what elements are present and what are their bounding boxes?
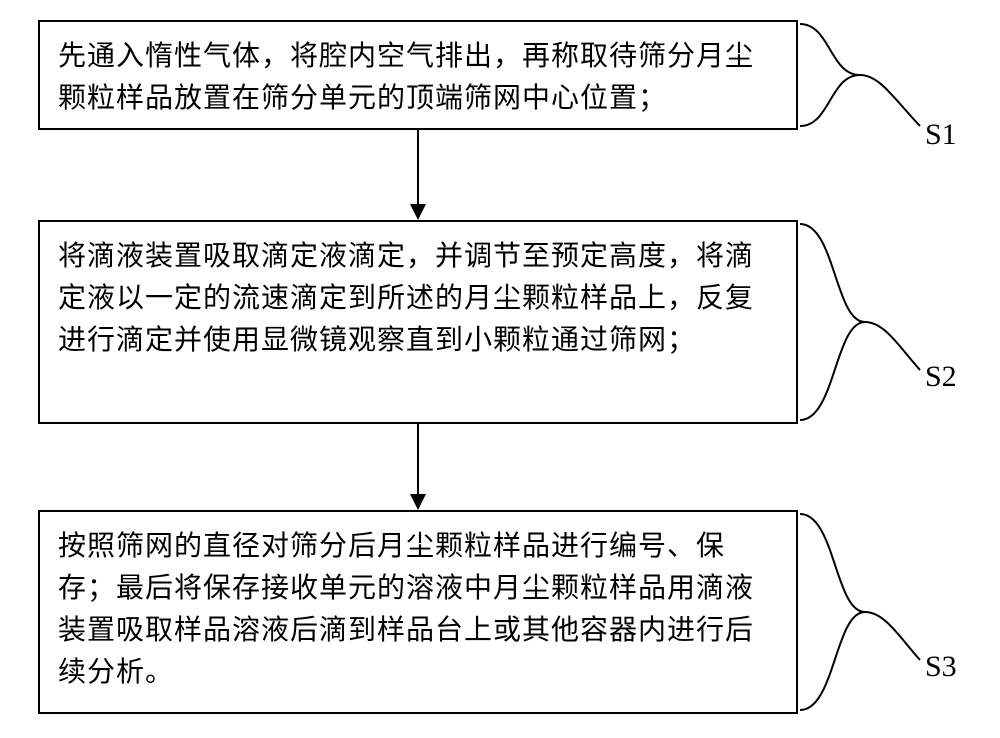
label-text: S3: [925, 650, 957, 683]
step-label-s3: S3: [925, 650, 957, 684]
label-text: S2: [925, 360, 957, 393]
step-box-s3: 按照筛网的直径对筛分后月尘颗粒样品进行编号、保存；最后将保存接收单元的溶液中月尘…: [38, 510, 798, 714]
step-label-s1: S1: [925, 118, 957, 152]
step-box-s2: 将滴液装置吸取滴定液滴定，并调节至预定高度，将滴定液以一定的流速滴定到所述的月尘…: [38, 220, 798, 424]
step-label-s2: S2: [925, 360, 957, 394]
label-text: S1: [925, 118, 957, 151]
step-text-s2: 将滴液装置吸取滴定液滴定，并调节至预定高度，将滴定液以一定的流速滴定到所述的月尘…: [58, 241, 754, 356]
step-text-s1: 先通入惰性气体，将腔内空气排出，再称取待筛分月尘颗粒样品放置在筛分单元的顶端筛网…: [58, 41, 754, 114]
step-box-s1: 先通入惰性气体，将腔内空气排出，再称取待筛分月尘颗粒样品放置在筛分单元的顶端筛网…: [38, 20, 798, 130]
flowchart-container: 先通入惰性气体，将腔内空气排出，再称取待筛分月尘颗粒样品放置在筛分单元的顶端筛网…: [0, 0, 1000, 738]
step-text-s3: 按照筛网的直径对筛分后月尘颗粒样品进行编号、保存；最后将保存接收单元的溶液中月尘…: [58, 531, 754, 688]
